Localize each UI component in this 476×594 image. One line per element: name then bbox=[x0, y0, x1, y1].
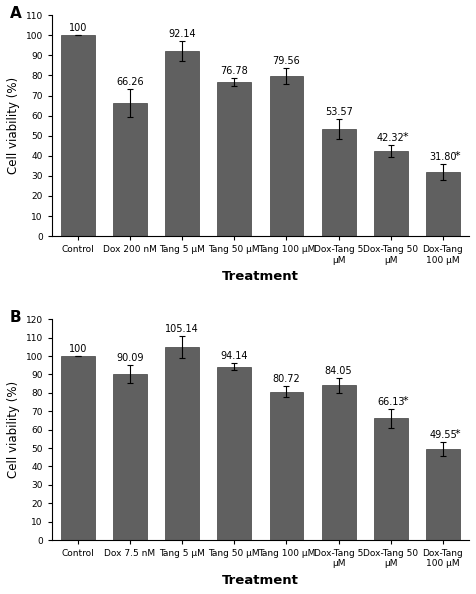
Text: 100: 100 bbox=[69, 23, 87, 33]
Bar bbox=[374, 418, 408, 540]
Text: B: B bbox=[10, 311, 22, 326]
Bar bbox=[61, 35, 95, 236]
Text: 80.72: 80.72 bbox=[273, 374, 300, 384]
Bar bbox=[426, 449, 460, 540]
Y-axis label: Cell viability (%): Cell viability (%) bbox=[7, 77, 20, 174]
Text: 79.56: 79.56 bbox=[273, 56, 300, 67]
Text: 92.14: 92.14 bbox=[169, 29, 196, 39]
Text: 100: 100 bbox=[69, 344, 87, 354]
Bar bbox=[165, 346, 199, 540]
Bar bbox=[426, 172, 460, 236]
Y-axis label: Cell viability (%): Cell viability (%) bbox=[7, 381, 20, 478]
Bar bbox=[61, 356, 95, 540]
Text: 66.13: 66.13 bbox=[377, 397, 405, 407]
Text: 53.57: 53.57 bbox=[325, 106, 353, 116]
Text: 42.32: 42.32 bbox=[377, 133, 405, 143]
Text: A: A bbox=[10, 7, 22, 21]
Bar bbox=[269, 77, 303, 236]
Bar bbox=[165, 51, 199, 236]
Text: *: * bbox=[455, 429, 460, 439]
Bar bbox=[322, 386, 356, 540]
Text: 105.14: 105.14 bbox=[165, 324, 199, 334]
Text: 31.80: 31.80 bbox=[429, 152, 457, 162]
X-axis label: Treatment: Treatment bbox=[222, 574, 299, 587]
Bar bbox=[218, 82, 251, 236]
Bar bbox=[374, 151, 408, 236]
Text: *: * bbox=[455, 151, 460, 161]
Text: 84.05: 84.05 bbox=[325, 366, 352, 376]
Text: 90.09: 90.09 bbox=[116, 353, 144, 363]
Text: 94.14: 94.14 bbox=[220, 351, 248, 361]
Bar bbox=[113, 103, 147, 236]
Bar bbox=[218, 367, 251, 540]
Text: 66.26: 66.26 bbox=[116, 77, 144, 87]
Bar bbox=[269, 391, 303, 540]
Text: *: * bbox=[402, 132, 408, 142]
Text: 49.55: 49.55 bbox=[429, 429, 457, 440]
Bar bbox=[322, 128, 356, 236]
Bar bbox=[113, 374, 147, 540]
Text: *: * bbox=[402, 396, 408, 406]
X-axis label: Treatment: Treatment bbox=[222, 270, 299, 283]
Text: 76.78: 76.78 bbox=[220, 66, 248, 76]
